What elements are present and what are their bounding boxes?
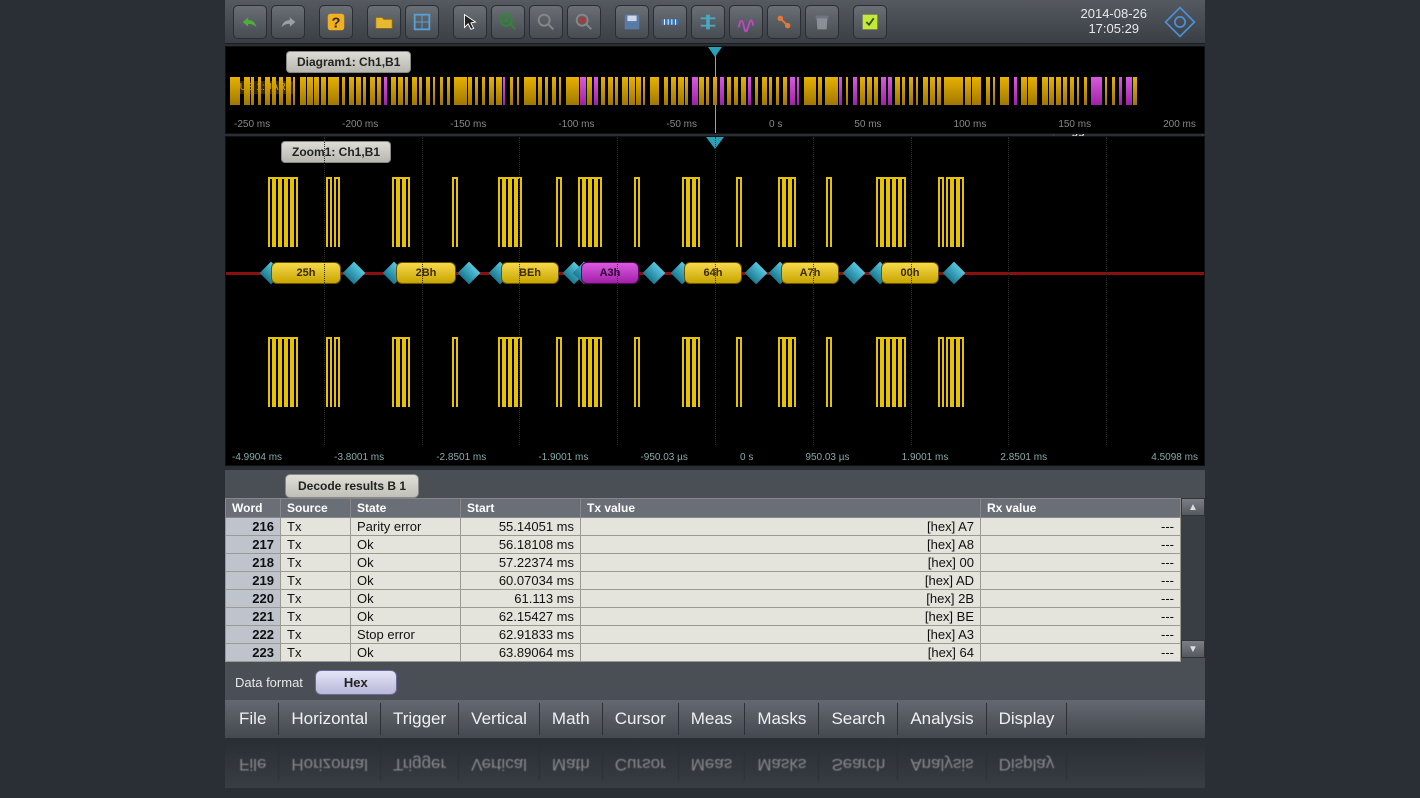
menu-display[interactable]: Display: [987, 703, 1068, 735]
menu-masks[interactable]: Masks: [745, 703, 819, 735]
bottom-menu-reflection: FileHorizontalTriggerVerticalMathCursorM…: [225, 740, 1205, 788]
menu-display: Display: [987, 748, 1068, 780]
overview-diagram[interactable]: Diagram1: Ch1,B1 BUS 1:UART -250 ms-200 …: [225, 46, 1205, 134]
decode-frame[interactable]: A7h: [781, 262, 839, 284]
overview-tab[interactable]: Diagram1: Ch1,B1: [286, 51, 411, 73]
results-tab[interactable]: Decode results B 1: [285, 474, 419, 498]
decode-frame[interactable]: 2Bh: [396, 262, 456, 284]
table-row[interactable]: 221TxOk62.15427 ms[hex] BE---: [226, 608, 1181, 626]
menu-meas[interactable]: Meas: [679, 703, 746, 735]
help-button[interactable]: ?: [319, 5, 353, 39]
menu-math: Math: [540, 748, 603, 780]
table-row[interactable]: 219TxOk60.07034 ms[hex] AD---: [226, 572, 1181, 590]
overview-axis: -250 ms-200 ms-150 ms-100 ms-50 ms0 s50 …: [226, 119, 1204, 130]
table-row[interactable]: 220TxOk61.113 ms[hex] 2B---: [226, 590, 1181, 608]
redo-button[interactable]: [271, 5, 305, 39]
results-table: WordSourceStateStartTx valueRx value216T…: [225, 498, 1181, 662]
pointer-button[interactable]: [453, 5, 487, 39]
delete-button[interactable]: [805, 5, 839, 39]
brand-logo: [1163, 5, 1197, 39]
datetime-display: 2014-08-26 17:05:29: [1081, 7, 1154, 37]
save-button[interactable]: [615, 5, 649, 39]
main-toolbar: ? 2014-08-26 17:05:29: [225, 0, 1205, 44]
hcursor-button[interactable]: [691, 5, 725, 39]
menu-math[interactable]: Math: [540, 703, 603, 735]
data-format-label: Data format: [235, 675, 303, 690]
menu-cursor[interactable]: Cursor: [603, 703, 679, 735]
table-row[interactable]: 217TxOk56.18108 ms[hex] A8---: [226, 536, 1181, 554]
clear-button[interactable]: [853, 5, 887, 39]
table-row[interactable]: 216TxParity error55.14051 ms[hex] A7---: [226, 518, 1181, 536]
menu-meas: Meas: [679, 748, 746, 780]
fft-button[interactable]: [729, 5, 763, 39]
bottom-menu: FileHorizontalTriggerVerticalMathCursorM…: [225, 700, 1205, 738]
zoom-in-button[interactable]: [491, 5, 525, 39]
svg-text:?: ?: [332, 15, 341, 31]
decode-frame[interactable]: 25h: [271, 262, 341, 284]
menu-trigger[interactable]: Trigger: [381, 703, 459, 735]
measure-button[interactable]: [653, 5, 687, 39]
table-row[interactable]: 223TxOk63.89064 ms[hex] 64---: [226, 644, 1181, 662]
menu-analysis[interactable]: Analysis: [898, 703, 986, 735]
decode-frame[interactable]: BEh: [501, 262, 559, 284]
menu-file: File: [227, 748, 279, 780]
menu-analysis: Analysis: [898, 748, 986, 780]
overview-trigger-mark-icon: [708, 47, 722, 57]
table-row[interactable]: 218TxOk57.22374 ms[hex] 00---: [226, 554, 1181, 572]
autoset-button[interactable]: [405, 5, 439, 39]
zoom-time-axis: -4.9904 ms-3.8001 ms-2.8501 ms-1.9001 ms…: [226, 452, 1204, 463]
menu-search: Search: [819, 748, 898, 780]
menu-file[interactable]: File: [227, 703, 279, 735]
menu-trigger: Trigger: [381, 748, 459, 780]
overview-signal: [226, 77, 1204, 105]
find-button[interactable]: [529, 5, 563, 39]
date-text: 2014-08-26: [1081, 7, 1148, 22]
menu-masks: Masks: [745, 748, 819, 780]
undo-button[interactable]: [233, 5, 267, 39]
data-format-select[interactable]: Hex: [315, 670, 397, 695]
zoom-tab[interactable]: Zoom1: Ch1,B1: [281, 141, 391, 163]
decode-results: Decode results B 1 WordSourceStateStartT…: [225, 470, 1205, 703]
table-row[interactable]: 222TxStop error62.91833 ms[hex] A3---: [226, 626, 1181, 644]
menu-vertical[interactable]: Vertical: [459, 703, 540, 735]
decode-frame[interactable]: A3h: [581, 262, 639, 284]
scroll-up-button[interactable]: ▲: [1181, 498, 1205, 516]
open-button[interactable]: [367, 5, 401, 39]
menu-search[interactable]: Search: [819, 703, 898, 735]
menu-horizontal[interactable]: Horizontal: [279, 703, 381, 735]
data-format-row: Data format Hex: [225, 662, 1205, 703]
results-scrollbar[interactable]: ▲ ▼: [1181, 498, 1205, 662]
menu-horizontal: Horizontal: [279, 748, 381, 780]
scroll-down-button[interactable]: ▼: [1181, 640, 1205, 658]
time-text: 17:05:29: [1081, 22, 1148, 37]
marker-button[interactable]: [767, 5, 801, 39]
zoom-del-button[interactable]: [567, 5, 601, 39]
decode-frame[interactable]: 64h: [684, 262, 742, 284]
menu-vertical: Vertical: [459, 748, 540, 780]
zoom-diagram[interactable]: Zoom1: Ch1,B1 25h2BhBEhA3h64hA7h00h -4.9…: [225, 136, 1205, 466]
menu-cursor: Cursor: [603, 748, 679, 780]
